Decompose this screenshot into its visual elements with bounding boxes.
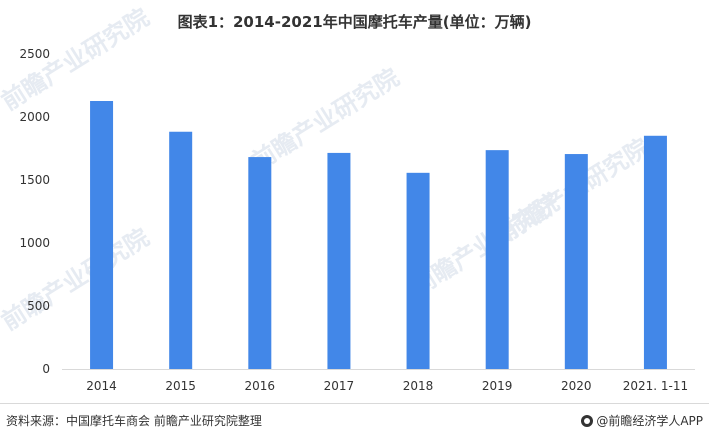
x-tick-label: 2016 [245,379,276,393]
x-tick-label: 2021. 1-11 [623,379,688,393]
y-tick-label: 2000 [19,110,50,124]
y-tick-label: 500 [27,299,50,313]
x-tick-label: 2019 [482,379,513,393]
y-tick-label: 2500 [19,47,50,61]
bar [327,152,351,369]
x-tick-label: 2017 [324,379,355,393]
y-tick-label: 1500 [19,173,50,187]
bar [248,157,272,369]
bar-chart: 0 500 1000 1500 2000 2500 2014 2015 2016 2017 2018… [19,47,695,393]
x-tick-label: 2020 [561,379,592,393]
x-tick-label: 2018 [403,379,434,393]
brand-label: @前瞻经济学人APP [596,414,703,428]
brand-logo-icon [581,414,594,427]
chart-title: 图表1：2014-2021年中国摩托车产量(单位：万辆) [177,13,532,31]
source-note: 资料来源：中国摩托车商会 前瞻产业研究院整理 [6,414,262,428]
bar [90,100,114,370]
y-tick-label: 0 [42,362,50,376]
bar [485,150,509,369]
bar [643,135,667,369]
brand-credit: @前瞻经济学人APP [581,412,703,429]
bar [406,172,430,369]
bar [564,154,588,369]
x-tick-label: 2014 [86,379,117,393]
x-tick-label: 2015 [165,379,196,393]
footer-divider [0,403,709,404]
y-tick-label: 1000 [19,236,50,250]
bar [169,131,193,369]
